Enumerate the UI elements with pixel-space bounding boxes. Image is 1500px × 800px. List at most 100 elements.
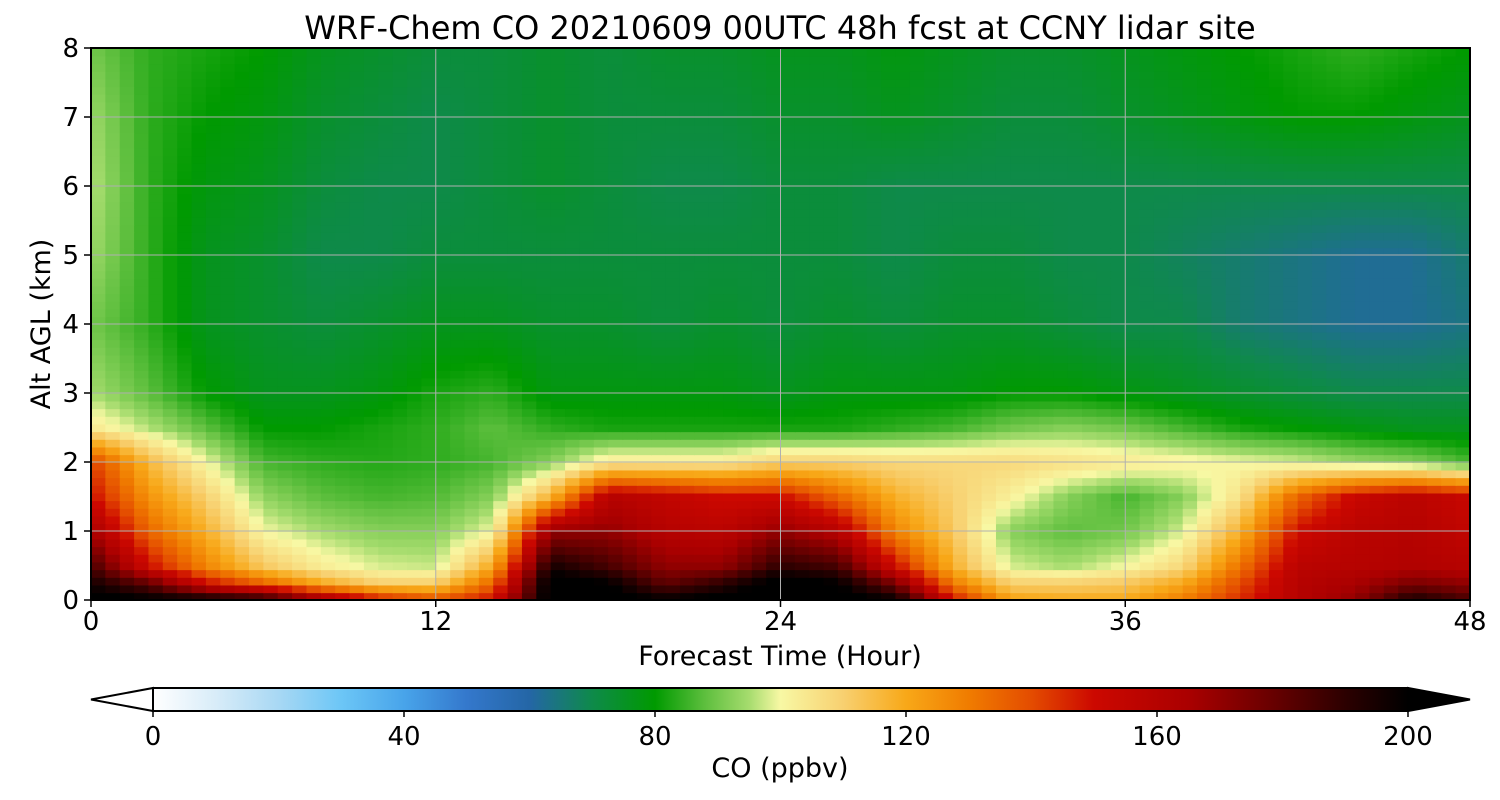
heatmap-cell: [737, 377, 753, 387]
heatmap-cell: [292, 393, 308, 402]
heatmap-cell: [249, 224, 265, 233]
heatmap-cell: [938, 554, 954, 563]
heatmap-cell: [91, 485, 107, 494]
heatmap-cell: [909, 331, 925, 341]
heatmap-cell: [1369, 554, 1385, 563]
heatmap-cell: [1297, 393, 1313, 402]
heatmap-cell: [967, 400, 983, 410]
heatmap-cell: [478, 439, 494, 448]
heatmap-cell: [579, 339, 595, 348]
heatmap-cell: [450, 469, 466, 479]
heatmap-cell: [579, 354, 595, 364]
heatmap-cell: [91, 554, 107, 563]
heatmap-cell: [1412, 431, 1428, 440]
heatmap-cell: [263, 569, 279, 578]
heatmap-cell: [1369, 508, 1385, 517]
heatmap-cell: [952, 316, 969, 325]
heatmap-cell: [1010, 569, 1026, 578]
heatmap-cell: [550, 270, 566, 279]
heatmap-cell: [636, 515, 653, 525]
heatmap-cell: [1268, 247, 1285, 256]
heatmap-cell: [450, 285, 466, 295]
heatmap-cell: [909, 554, 925, 563]
heatmap-cell: [450, 523, 466, 532]
heatmap-cell: [866, 508, 882, 517]
heatmap-cell: [249, 523, 265, 532]
heatmap-cell: [1455, 262, 1470, 272]
heatmap-cell: [837, 270, 854, 279]
heatmap-cell: [679, 247, 696, 256]
heatmap-cell: [1455, 577, 1470, 586]
heatmap-cell: [234, 538, 250, 548]
heatmap-cell: [1197, 500, 1213, 509]
heatmap-cell: [909, 515, 925, 525]
heatmap-cell: [924, 239, 940, 249]
heatmap-cell: [191, 538, 207, 548]
heatmap-cell: [277, 377, 293, 387]
heatmap-cell: [938, 508, 954, 517]
heatmap-cell: [1455, 385, 1470, 394]
heatmap-cell: [1110, 416, 1127, 425]
heatmap-cell: [1110, 377, 1127, 387]
heatmap-cell: [593, 301, 609, 310]
heatmap-cell: [1168, 377, 1184, 387]
heatmap-cell: [1412, 554, 1428, 563]
heatmap-cell: [579, 239, 595, 249]
heatmap-cell: [392, 308, 408, 318]
heatmap-cell: [1053, 577, 1069, 586]
heatmap-cell: [608, 278, 624, 287]
heatmap-cell: [1369, 423, 1385, 433]
heatmap-cell: [378, 255, 394, 264]
heatmap-cell: [493, 546, 509, 555]
heatmap-cell: [1010, 584, 1026, 594]
heatmap-cell: [292, 546, 308, 555]
heatmap-cell: [694, 561, 710, 571]
heatmap-cell: [1283, 569, 1299, 578]
heatmap-cell: [407, 293, 423, 302]
heatmap-cell: [378, 584, 394, 594]
heatmap-cell: [1398, 592, 1414, 600]
heatmap-cell: [550, 347, 566, 356]
heatmap-cell: [392, 508, 408, 517]
heatmap-cell: [550, 508, 566, 517]
heatmap-cell: [708, 316, 724, 325]
heatmap-cell: [191, 439, 207, 448]
heatmap-cell: [392, 354, 408, 364]
heatmap-cell: [392, 316, 408, 325]
heatmap-cell: [493, 293, 509, 302]
heatmap-cell: [521, 209, 538, 218]
heatmap-cell: [1254, 270, 1270, 279]
heatmap-cell: [493, 209, 509, 218]
heatmap-cell: [809, 247, 825, 256]
heatmap-cell: [335, 477, 351, 486]
heatmap-cell: [1110, 308, 1127, 318]
heatmap-cell: [1240, 347, 1256, 356]
heatmap-cell: [665, 431, 681, 440]
heatmap-cell: [119, 308, 135, 318]
heatmap-cell: [507, 561, 523, 571]
heatmap-cell: [679, 324, 696, 333]
heatmap-cell: [220, 500, 236, 509]
heatmap-cell: [234, 561, 250, 571]
heatmap-cell: [1110, 224, 1127, 233]
heatmap-cell: [837, 331, 854, 341]
heatmap-cell: [837, 454, 854, 463]
heatmap-cell: [392, 232, 408, 241]
heatmap-cell: [1024, 492, 1040, 502]
heatmap-cell: [1024, 324, 1040, 333]
heatmap-cell: [1053, 232, 1069, 241]
heatmap-cell: [435, 469, 451, 479]
heatmap-cell: [91, 224, 107, 233]
heatmap-cell: [837, 362, 854, 371]
heatmap-cell: [995, 262, 1012, 272]
heatmap-cell: [464, 377, 480, 387]
heatmap-cell: [1082, 308, 1098, 318]
heatmap-cell: [665, 232, 681, 241]
heatmap-cell: [837, 538, 854, 548]
heatmap-cell: [636, 454, 653, 463]
heatmap-cell: [1024, 239, 1040, 249]
heatmap-cell: [105, 462, 121, 471]
heatmap-cell: [234, 362, 250, 371]
heatmap-cell: [1053, 316, 1069, 325]
heatmap-cell: [478, 339, 494, 348]
